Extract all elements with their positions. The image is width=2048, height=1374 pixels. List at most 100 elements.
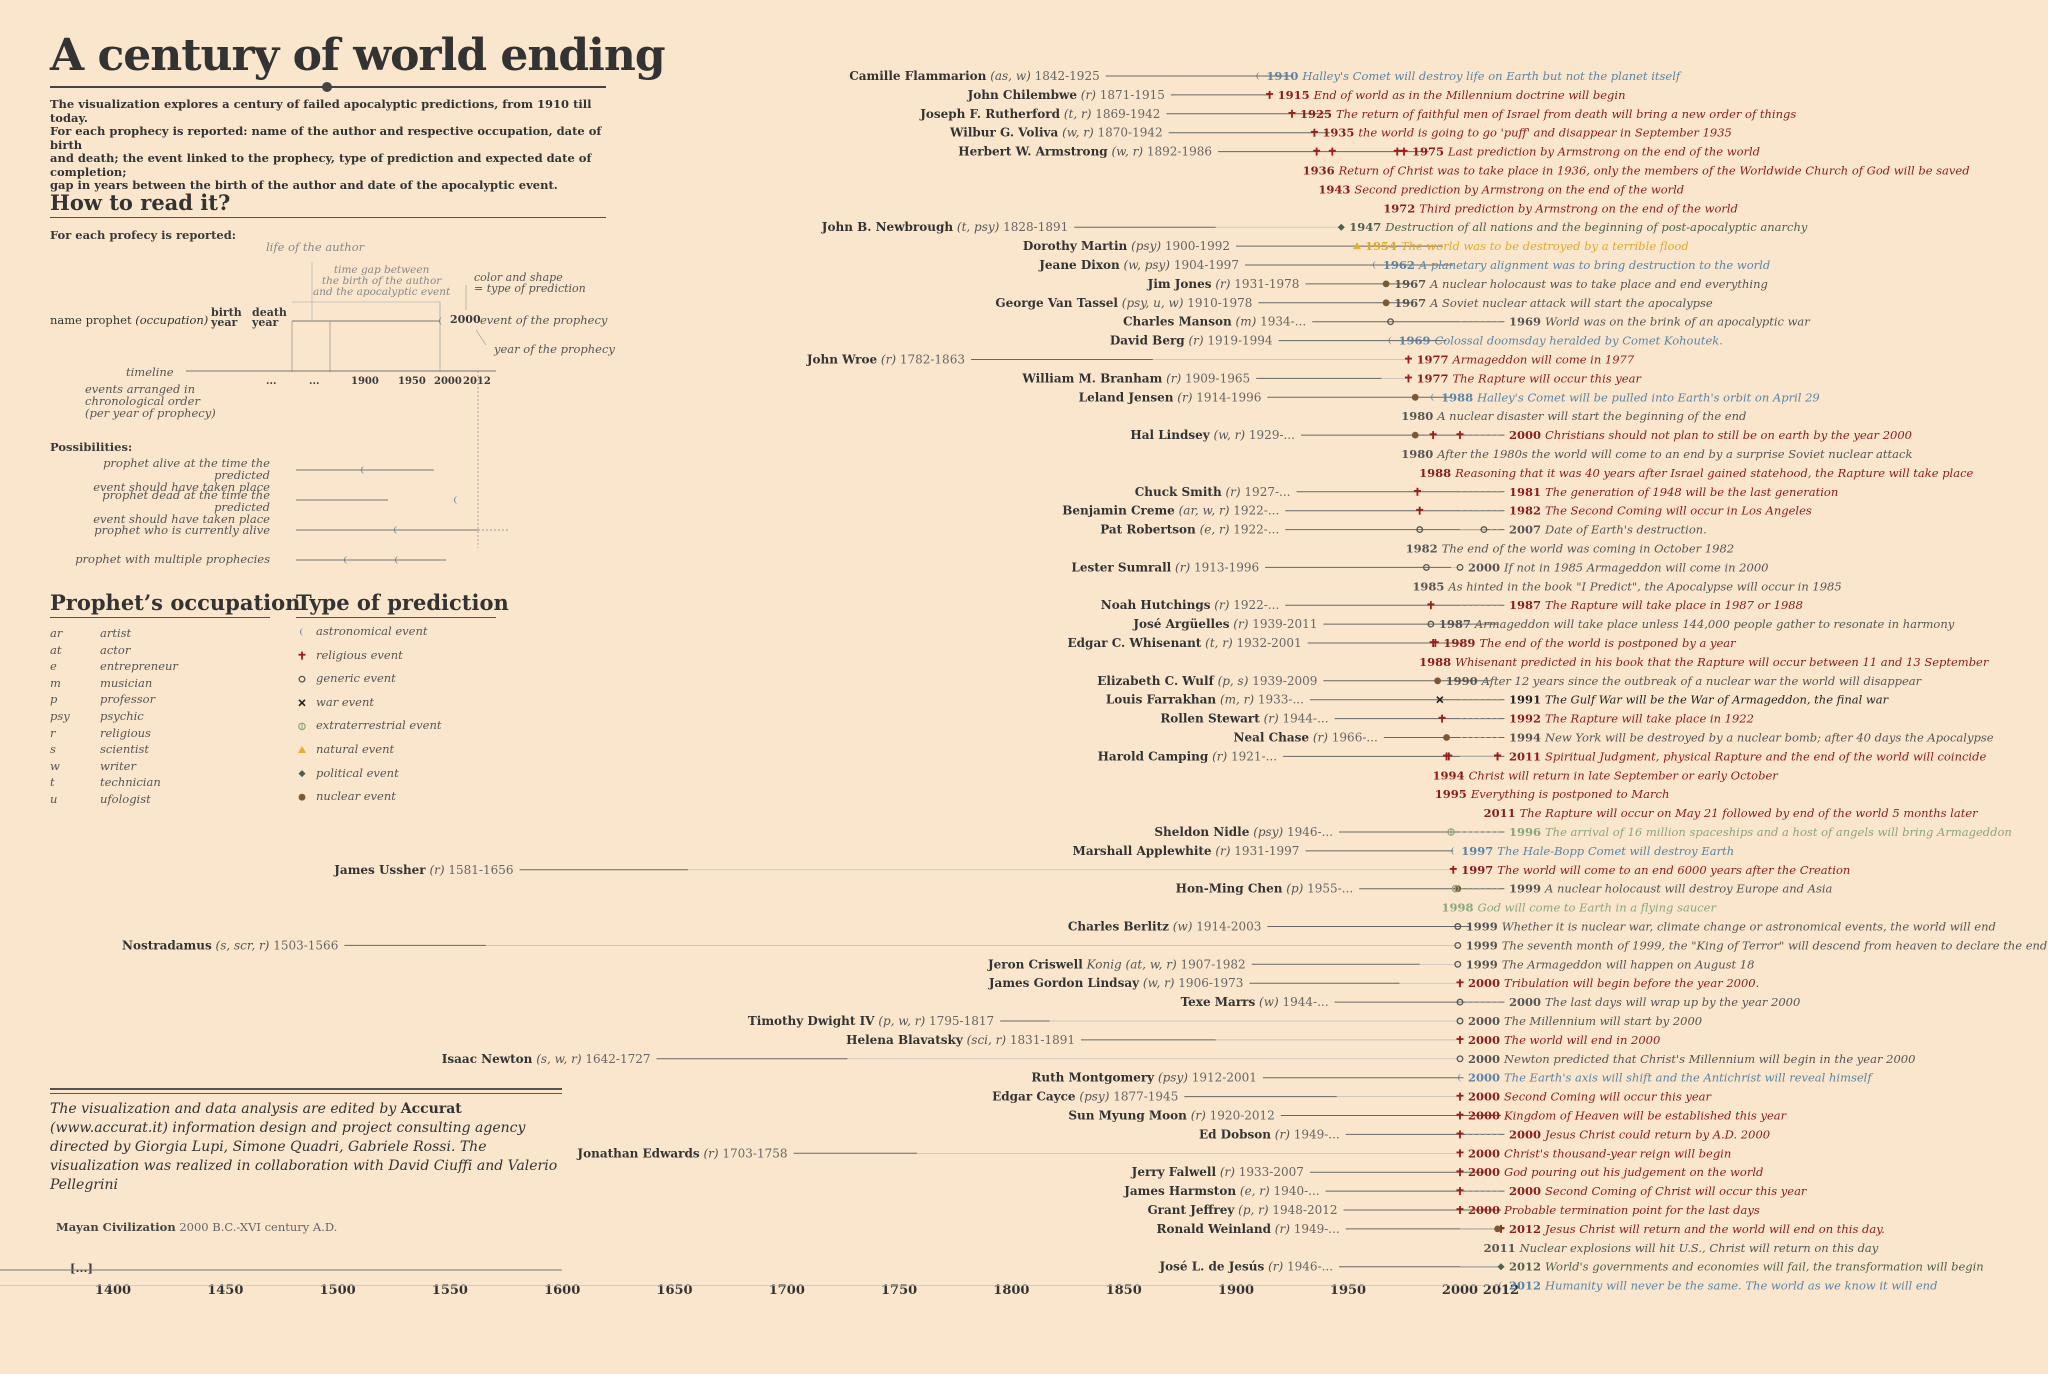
prophet-label: John Chilembwe (r) 1871-1915 bbox=[967, 88, 1165, 102]
prophet-occupation: (r) bbox=[1212, 844, 1231, 858]
event-label: 1936 Return of Christ was to take place … bbox=[1303, 164, 1970, 178]
event-text: Newton predicted that Christ's Millenniu… bbox=[1503, 1052, 1915, 1066]
prophet-name: Pat Robertson bbox=[1100, 523, 1196, 537]
prophet-name: John Wroe bbox=[806, 353, 878, 367]
event-text: The Millennium will start by 2000 bbox=[1504, 1014, 1702, 1028]
event-year: 2000 bbox=[1509, 428, 1545, 442]
prophet-dates: 1966-... bbox=[1328, 731, 1378, 745]
event-marker bbox=[1454, 960, 1462, 968]
event-text: The end of the world is postponed by a y… bbox=[1479, 636, 1737, 650]
event-year: 1997 bbox=[1461, 863, 1497, 877]
event-text: Date of Earth's destruction. bbox=[1544, 523, 1707, 537]
prophet-dates: 1929-... bbox=[1245, 428, 1295, 442]
prophet-label: Benjamin Creme (ar, w, r) 1922-... bbox=[1062, 504, 1279, 518]
event-label: 1992 The Rapture will take place in 1922 bbox=[1509, 712, 1754, 726]
event-label: 1980 A nuclear disaster will start the b… bbox=[1401, 409, 1746, 423]
event-text: The seventh month of 1999, the "King of … bbox=[1502, 938, 2048, 952]
event-text: The generation of 1948 will be the last … bbox=[1545, 485, 1838, 499]
prophet-occupation: (psy, u, w) bbox=[1118, 296, 1184, 310]
event-year: 1972 bbox=[1383, 201, 1419, 215]
prophet-label: Wilbur G. Voliva (w, r) 1870-1942 bbox=[949, 126, 1163, 140]
prophet-dates: 1782-1863 bbox=[896, 353, 965, 367]
event-text: Second Coming will occur this year bbox=[1504, 1090, 1713, 1104]
prophet-dates: 1503-1566 bbox=[269, 938, 338, 952]
event-marker bbox=[1388, 336, 1393, 345]
prophet-label: James Gordon Lindsay (w, r) 1906-1973 bbox=[988, 976, 1244, 990]
prophet-name: Sheldon Nidle bbox=[1154, 825, 1249, 839]
prophet-label: Ruth Montgomery (psy) 1912-2001 bbox=[1031, 1071, 1256, 1085]
prophet-name: Ruth Montgomery bbox=[1031, 1071, 1155, 1085]
prophet-name: Chuck Smith bbox=[1135, 485, 1222, 499]
event-label: 2000 Probable termination point for the … bbox=[1468, 1203, 1760, 1217]
event-label: 2000 Christians should not plan to still… bbox=[1509, 428, 1912, 442]
event-marker bbox=[1456, 1111, 1464, 1120]
event-text: Halley's Comet will destroy life on Eart… bbox=[1301, 69, 1681, 83]
event-text: Nuclear explosions will hit U.S., Christ… bbox=[1519, 1241, 1879, 1255]
event-year: 1954 bbox=[1365, 239, 1401, 253]
event-year: 1999 bbox=[1466, 920, 1502, 934]
prophet-dates: 1642-1727 bbox=[582, 1052, 651, 1066]
prophet-occupation: (s, scr, r) bbox=[212, 938, 270, 952]
prophet-occupation: (psy) bbox=[1127, 239, 1161, 253]
event-marker bbox=[1456, 1187, 1464, 1196]
event-label: 1988 Halley's Comet will be pulled into … bbox=[1441, 390, 1820, 404]
event-text: The world will come to an end 6000 years… bbox=[1497, 863, 1850, 877]
prediction-type-item: generic event bbox=[316, 671, 396, 686]
event-text: Last prediction by Armstrong on the end … bbox=[1447, 145, 1760, 159]
prophet-name: Grant Jeffrey bbox=[1147, 1203, 1235, 1217]
credits-rule-1 bbox=[50, 1088, 562, 1090]
prophet-label: Pat Robertson (e, r) 1922-... bbox=[1100, 523, 1279, 537]
prophet-dates: 1920-2012 bbox=[1206, 1109, 1275, 1123]
prophet-label: Leland Jensen (r) 1914-1996 bbox=[1079, 390, 1262, 404]
event-year: 1995 bbox=[1435, 787, 1471, 801]
event-label: 2000 The Earth's axis will shift and the… bbox=[1468, 1071, 1873, 1085]
event-year: 2000 bbox=[1509, 1184, 1545, 1198]
prophet-occupation: (s, w, r) bbox=[532, 1052, 581, 1066]
prophet-occupation: (e, r) bbox=[1236, 1184, 1270, 1198]
event-text: If not in 1985 Armageddon will come in 2… bbox=[1503, 560, 1768, 574]
prophet-label: Hon-Ming Chen (p) 1955-... bbox=[1176, 882, 1354, 896]
event-marker bbox=[1497, 1224, 1505, 1233]
event-label: 1981 The generation of 1948 will be the … bbox=[1509, 485, 1838, 499]
prophet-dates: 1913-1996 bbox=[1190, 560, 1259, 574]
prophet-dates: 1955-... bbox=[1303, 882, 1353, 896]
prophet-occupation: (w, r) bbox=[1139, 976, 1175, 990]
prophet-dates: 1940-... bbox=[1270, 1184, 1320, 1198]
event-text: The last days will wrap up by the year 2… bbox=[1545, 995, 1800, 1009]
event-marker bbox=[1434, 677, 1441, 685]
event-label: 1987 Armageddon will take place unless 1… bbox=[1439, 617, 1955, 631]
prophet-occupation: (r) bbox=[1187, 1109, 1206, 1123]
event-marker bbox=[1454, 923, 1462, 930]
event-text: Spiritual Judgment, physical Rapture and… bbox=[1545, 749, 1986, 763]
x-tick-label: 2000 bbox=[1442, 1283, 1478, 1298]
event-label: 1910 Halley's Comet will destroy life on… bbox=[1266, 69, 1681, 83]
prophet-label: Harold Camping (r) 1921-... bbox=[1098, 749, 1277, 763]
event-marker bbox=[1454, 941, 1462, 949]
event-label: 1995 Everything is postponed to March bbox=[1435, 787, 1670, 801]
prophet-label: Ed Dobson (r) 1949-... bbox=[1199, 1127, 1340, 1141]
event-label: 1972 Third prediction by Armstrong on th… bbox=[1383, 201, 1738, 215]
prophet-name: Jeron Criswell bbox=[987, 957, 1083, 971]
crescent-icon bbox=[300, 628, 304, 636]
event-marker bbox=[1310, 128, 1318, 137]
prophet-label: Isaac Newton (s, w, r) 1642-1727 bbox=[442, 1052, 651, 1066]
event-label: 2007 Date of Earth's destruction. bbox=[1509, 523, 1707, 537]
event-marker bbox=[1456, 998, 1464, 1006]
event-marker bbox=[1451, 846, 1456, 855]
prophet-occupation: (t, psy) bbox=[953, 220, 1000, 234]
prophet-label: Jim Jones (r) 1931-1978 bbox=[1147, 277, 1300, 291]
prophet-label: Joseph F. Rutherford (t, r) 1869-1942 bbox=[919, 107, 1160, 121]
event-label: 2000 Jesus Christ could return by A.D. 2… bbox=[1509, 1127, 1770, 1141]
prophet-occupation: (psy) bbox=[1154, 1071, 1188, 1085]
event-year: 1987 bbox=[1439, 617, 1475, 631]
prophet-label: Jerry Falwell (r) 1933-2007 bbox=[1131, 1165, 1304, 1179]
prophet-dates: 1931-1997 bbox=[1230, 844, 1299, 858]
prediction-type-item: astronomical event bbox=[316, 624, 428, 638]
prophet-occupation: (r) bbox=[1260, 712, 1279, 726]
prophet-dates: 1842-1925 bbox=[1031, 69, 1100, 83]
event-year: 1990 bbox=[1446, 674, 1482, 688]
event-marker bbox=[1382, 299, 1390, 307]
event-marker bbox=[1456, 1168, 1464, 1177]
triangle-icon bbox=[298, 746, 306, 753]
